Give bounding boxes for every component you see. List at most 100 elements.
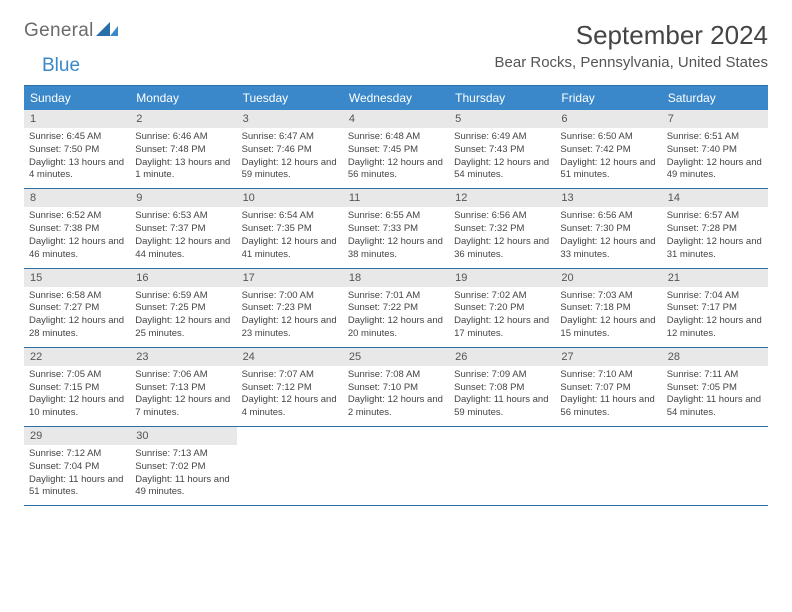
sunset-text: Sunset: 7:42 PM bbox=[560, 144, 656, 157]
daylight-text: Daylight: 12 hours and 46 minutes. bbox=[29, 236, 125, 262]
sunset-text: Sunset: 7:05 PM bbox=[667, 382, 763, 395]
day-cell: 7Sunrise: 6:51 AMSunset: 7:40 PMDaylight… bbox=[662, 110, 768, 188]
day-info: Sunrise: 7:12 AMSunset: 7:04 PMDaylight:… bbox=[24, 445, 130, 505]
sunset-text: Sunset: 7:37 PM bbox=[135, 223, 231, 236]
day-info: Sunrise: 7:07 AMSunset: 7:12 PMDaylight:… bbox=[237, 366, 343, 426]
day-cell: 15 Sunrise: 6:58 AMSunset: 7:27 PMDayligh… bbox=[24, 269, 130, 347]
day-cell bbox=[555, 427, 661, 505]
day-number: 7 bbox=[662, 110, 768, 128]
day-number: 14 bbox=[662, 189, 768, 207]
day-number: 15 bbox=[24, 269, 130, 287]
sunrise-text: Sunrise: 7:09 AM bbox=[454, 369, 550, 382]
sunrise-text: Sunrise: 7:08 AM bbox=[348, 369, 444, 382]
day-info: Sunrise: 7:10 AMSunset: 7:07 PMDaylight:… bbox=[555, 366, 661, 426]
day-info: Sunrise: 6:48 AMSunset: 7:45 PMDaylight:… bbox=[343, 128, 449, 188]
day-cell: 9Sunrise: 6:53 AMSunset: 7:37 PMDaylight… bbox=[130, 189, 236, 267]
sunset-text: Sunset: 7:27 PM bbox=[29, 302, 125, 315]
day-header-row: Sunday Monday Tuesday Wednesday Thursday… bbox=[24, 86, 768, 110]
week-row: 15Sunrise: 6:58 AMSunset: 7:27 PMDayligh… bbox=[24, 269, 768, 348]
daylight-text: Daylight: 12 hours and 33 minutes. bbox=[560, 236, 656, 262]
sunrise-text: Sunrise: 6:47 AM bbox=[242, 131, 338, 144]
daylight-text: Daylight: 12 hours and 2 minutes. bbox=[348, 394, 444, 420]
sunrise-text: Sunrise: 7:05 AM bbox=[29, 369, 125, 382]
sunrise-text: Sunrise: 6:56 AM bbox=[560, 210, 656, 223]
sunrise-text: Sunrise: 6:50 AM bbox=[560, 131, 656, 144]
day-number: 2 bbox=[130, 110, 236, 128]
daylight-text: Daylight: 12 hours and 51 minutes. bbox=[560, 157, 656, 183]
day-info: Sunrise: 6:56 AMSunset: 7:30 PMDaylight:… bbox=[555, 207, 661, 267]
day-number: 26 bbox=[449, 348, 555, 366]
day-cell bbox=[449, 427, 555, 505]
sunrise-text: Sunrise: 6:45 AM bbox=[29, 131, 125, 144]
day-cell: 22Sunrise: 7:05 AMSunset: 7:15 PMDayligh… bbox=[24, 348, 130, 426]
sunset-text: Sunset: 7:22 PM bbox=[348, 302, 444, 315]
day-info: Sunrise: 7:00 AMSunset: 7:23 PMDaylight:… bbox=[237, 287, 343, 347]
day-info: Sunrise: 7:08 AMSunset: 7:10 PMDaylight:… bbox=[343, 366, 449, 426]
sunrise-text: Sunrise: 7:03 AM bbox=[560, 290, 656, 303]
sunset-text: Sunset: 7:02 PM bbox=[135, 461, 231, 474]
day-info: Sunrise: 6:57 AMSunset: 7:28 PMDaylight:… bbox=[662, 207, 768, 267]
sunrise-text: Sunrise: 6:46 AM bbox=[135, 131, 231, 144]
day-number: 1 bbox=[24, 110, 130, 128]
day-cell bbox=[343, 427, 449, 505]
day-info: Sunrise: 6:54 AMSunset: 7:35 PMDaylight:… bbox=[237, 207, 343, 267]
sunset-text: Sunset: 7:13 PM bbox=[135, 382, 231, 395]
daylight-text: Daylight: 12 hours and 15 minutes. bbox=[560, 315, 656, 341]
sunrise-text: Sunrise: 7:01 AM bbox=[348, 290, 444, 303]
day-cell: 4Sunrise: 6:48 AMSunset: 7:45 PMDaylight… bbox=[343, 110, 449, 188]
daylight-text: Daylight: 12 hours and 25 minutes. bbox=[135, 315, 231, 341]
day-number: 22 bbox=[24, 348, 130, 366]
day-info: Sunrise: 7:11 AMSunset: 7:05 PMDaylight:… bbox=[662, 366, 768, 426]
sunrise-text: Sunrise: 6:52 AM bbox=[29, 210, 125, 223]
sunrise-text: Sunrise: 7:02 AM bbox=[454, 290, 550, 303]
sunrise-text: Sunrise: 6:48 AM bbox=[348, 131, 444, 144]
day-info: Sunrise: 6:59 AMSunset: 7:25 PMDaylight:… bbox=[130, 287, 236, 347]
sunset-text: Sunset: 7:07 PM bbox=[560, 382, 656, 395]
sunset-text: Sunset: 7:32 PM bbox=[454, 223, 550, 236]
day-number: 10 bbox=[237, 189, 343, 207]
day-cell: 11Sunrise: 6:55 AMSunset: 7:33 PMDayligh… bbox=[343, 189, 449, 267]
day-info: Sunrise: 6:50 AMSunset: 7:42 PMDaylight:… bbox=[555, 128, 661, 188]
day-info: Sunrise: 7:05 AMSunset: 7:15 PMDaylight:… bbox=[24, 366, 130, 426]
sunrise-text: Sunrise: 7:06 AM bbox=[135, 369, 231, 382]
day-header-fri: Friday bbox=[555, 86, 661, 110]
day-number: 23 bbox=[130, 348, 236, 366]
sunset-text: Sunset: 7:20 PM bbox=[454, 302, 550, 315]
sunset-text: Sunset: 7:35 PM bbox=[242, 223, 338, 236]
week-row: 22Sunrise: 7:05 AMSunset: 7:15 PMDayligh… bbox=[24, 348, 768, 427]
sunrise-text: Sunrise: 6:58 AM bbox=[29, 290, 125, 303]
sunset-text: Sunset: 7:33 PM bbox=[348, 223, 444, 236]
sunset-text: Sunset: 7:17 PM bbox=[667, 302, 763, 315]
week-row: 8Sunrise: 6:52 AMSunset: 7:38 PMDaylight… bbox=[24, 189, 768, 268]
daylight-text: Daylight: 12 hours and 7 minutes. bbox=[135, 394, 231, 420]
day-cell: 16Sunrise: 6:59 AMSunset: 7:25 PMDayligh… bbox=[130, 269, 236, 347]
month-title: September 2024 bbox=[495, 20, 768, 51]
day-number: 3 bbox=[237, 110, 343, 128]
sunset-text: Sunset: 7:04 PM bbox=[29, 461, 125, 474]
day-info: Sunrise: 6:46 AMSunset: 7:48 PMDaylight:… bbox=[130, 128, 236, 188]
day-number: 6 bbox=[555, 110, 661, 128]
sunset-text: Sunset: 7:15 PM bbox=[29, 382, 125, 395]
daylight-text: Daylight: 12 hours and 38 minutes. bbox=[348, 236, 444, 262]
sunrise-text: Sunrise: 7:00 AM bbox=[242, 290, 338, 303]
sunrise-text: Sunrise: 7:11 AM bbox=[667, 369, 763, 382]
daylight-text: Daylight: 12 hours and 28 minutes. bbox=[29, 315, 125, 341]
daylight-text: Daylight: 12 hours and 44 minutes. bbox=[135, 236, 231, 262]
day-cell: 27Sunrise: 7:10 AMSunset: 7:07 PMDayligh… bbox=[555, 348, 661, 426]
day-header-sat: Saturday bbox=[662, 86, 768, 110]
day-cell: 26Sunrise: 7:09 AMSunset: 7:08 PMDayligh… bbox=[449, 348, 555, 426]
daylight-text: Daylight: 11 hours and 51 minutes. bbox=[29, 474, 125, 500]
daylight-text: Daylight: 12 hours and 4 minutes. bbox=[242, 394, 338, 420]
day-cell: 29Sunrise: 7:12 AMSunset: 7:04 PMDayligh… bbox=[24, 427, 130, 505]
sunrise-text: Sunrise: 7:10 AM bbox=[560, 369, 656, 382]
daylight-text: Daylight: 12 hours and 36 minutes. bbox=[454, 236, 550, 262]
day-number: 12 bbox=[449, 189, 555, 207]
day-number: 24 bbox=[237, 348, 343, 366]
day-number: 21 bbox=[662, 269, 768, 287]
day-number: 9 bbox=[130, 189, 236, 207]
day-cell: 25Sunrise: 7:08 AMSunset: 7:10 PMDayligh… bbox=[343, 348, 449, 426]
calendar: Sunday Monday Tuesday Wednesday Thursday… bbox=[24, 85, 768, 506]
daylight-text: Daylight: 12 hours and 41 minutes. bbox=[242, 236, 338, 262]
day-info: Sunrise: 6:55 AMSunset: 7:33 PMDaylight:… bbox=[343, 207, 449, 267]
day-cell: 18Sunrise: 7:01 AMSunset: 7:22 PMDayligh… bbox=[343, 269, 449, 347]
